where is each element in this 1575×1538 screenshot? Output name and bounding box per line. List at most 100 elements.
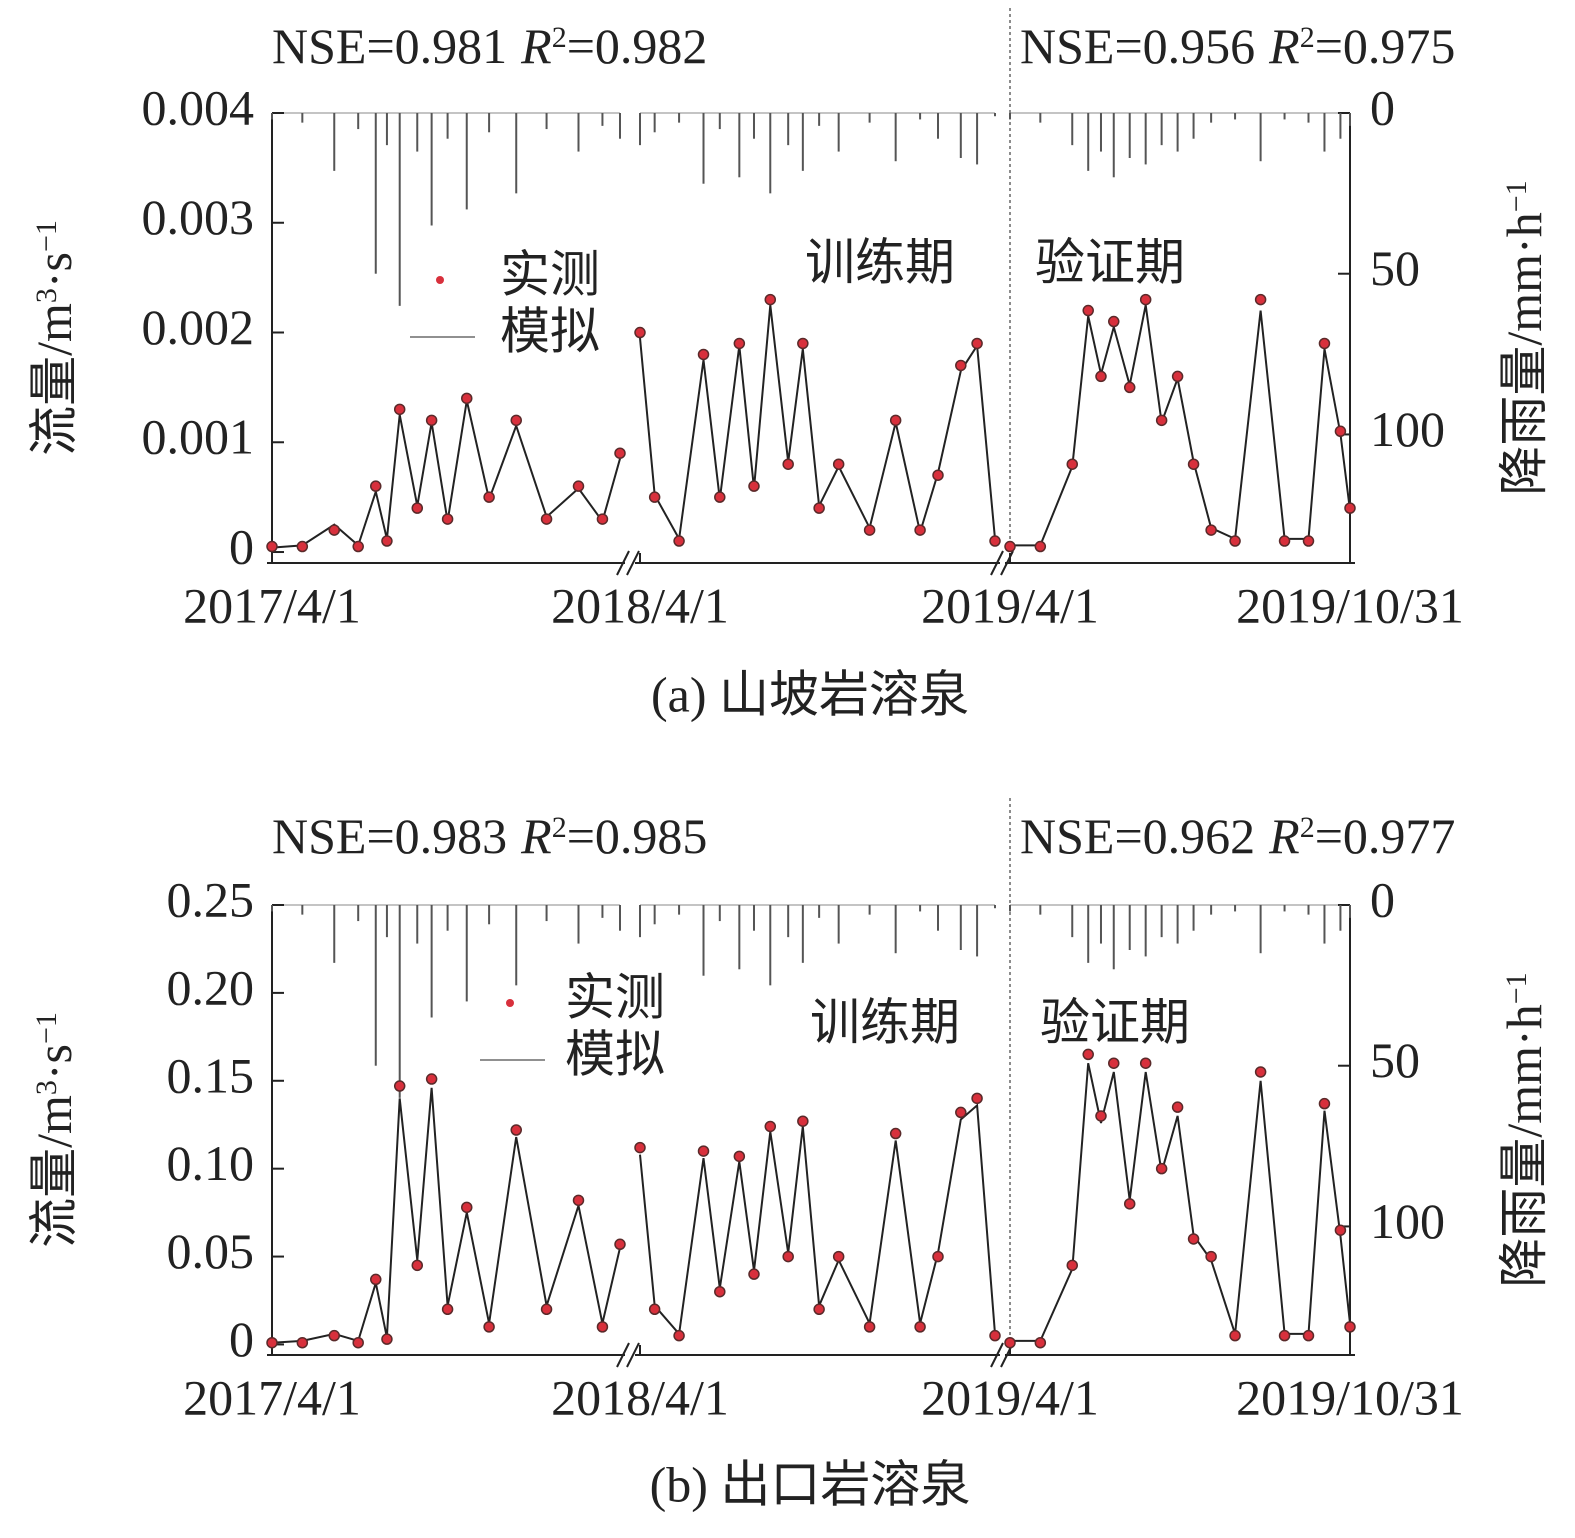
simulated-line	[271, 1087, 621, 1344]
r-symbol: R	[1268, 808, 1300, 864]
rain-bar	[959, 905, 962, 950]
x-tick-label: 2017/4/1	[183, 577, 361, 633]
observed-point	[461, 1201, 473, 1214]
observed-point	[381, 535, 393, 547]
r2: =0.977	[1315, 808, 1456, 864]
rain-bar	[1071, 113, 1074, 146]
rain-bar	[1176, 113, 1179, 152]
rain-bar	[752, 113, 755, 139]
observed-point	[797, 337, 809, 350]
observed-point	[370, 480, 382, 492]
rain-bar	[601, 113, 604, 126]
axis-break	[626, 550, 640, 576]
rain-bar	[818, 113, 821, 126]
observed-point	[1004, 540, 1016, 553]
observed-point	[1254, 293, 1267, 306]
rain-bar	[868, 905, 871, 915]
rain-bar	[937, 113, 940, 139]
legend-marker	[506, 999, 514, 1007]
rain-bar	[601, 905, 604, 918]
legend-marker	[436, 276, 444, 284]
rain-bar	[1087, 905, 1090, 963]
x-tick-label: 2018/4/1	[551, 577, 729, 633]
x-tick-label: 2019/4/1	[921, 1369, 1099, 1425]
observed-point	[572, 1194, 585, 1207]
y-axis-title-part: −1	[30, 1012, 63, 1044]
rain-bar	[430, 113, 433, 226]
legend-label: 模拟	[565, 1026, 665, 1082]
r-sup: 2	[1300, 21, 1315, 54]
observed-point	[863, 1321, 876, 1333]
y-axis-title: 流量/m3·s−1	[26, 220, 82, 456]
r-sup: 2	[552, 21, 567, 54]
observed-point	[540, 1303, 553, 1316]
rain-bar	[385, 905, 388, 938]
observed-point	[697, 348, 710, 361]
observed-point	[748, 1268, 760, 1280]
period-label: 训练期	[805, 234, 955, 290]
observed-point	[1034, 540, 1047, 553]
rain-bar	[894, 113, 897, 162]
rain-bar	[1339, 113, 1342, 139]
rain-bar	[769, 905, 772, 986]
rain-bar	[639, 905, 641, 938]
rain-bar	[1128, 113, 1131, 158]
observed-point	[673, 535, 685, 547]
y2-tick-label: 50	[1370, 240, 1420, 296]
stats-label: NSE=0.962 R2=0.977	[1020, 808, 1455, 864]
rain-bar	[1112, 905, 1115, 970]
x-tick-label: 2019/4/1	[921, 577, 1099, 633]
observed-point	[1302, 535, 1315, 547]
observed-point	[510, 414, 522, 427]
observed-point	[1123, 1198, 1136, 1210]
observed-point	[889, 414, 902, 427]
r-symbol: R	[520, 808, 552, 864]
observed-point	[596, 1321, 609, 1333]
observed-point	[971, 337, 983, 350]
y2-tick-label: 100	[1370, 401, 1445, 457]
observed-point	[296, 540, 309, 553]
rain-bar	[769, 113, 772, 194]
period-label: 训练期	[810, 994, 960, 1050]
rain-bar	[752, 905, 755, 931]
observed-point	[1139, 293, 1152, 306]
rain-bar	[1144, 905, 1147, 957]
rain-bar	[1339, 905, 1342, 931]
y-axis-title-part: 流量/m	[26, 303, 82, 456]
rain-bar	[894, 905, 897, 954]
rain-bar	[385, 113, 388, 146]
rain-bar	[639, 113, 641, 146]
rain-bar	[1144, 113, 1147, 165]
rain-bar	[718, 905, 721, 922]
y-axis-title-part: −1	[30, 220, 63, 252]
observed-point	[914, 1321, 926, 1333]
observed-point	[1205, 1250, 1217, 1263]
rain-bar	[515, 905, 518, 986]
x-tick-label: 2019/10/31	[1236, 577, 1464, 633]
observed-point	[411, 1259, 424, 1272]
rain-bar	[678, 905, 681, 915]
rain-bar	[1039, 905, 1042, 915]
observed-point	[813, 502, 825, 514]
rain-bar	[976, 113, 979, 165]
rain-bar	[333, 905, 336, 963]
rain-bar	[1349, 905, 1351, 918]
y-tick-label: 0.002	[142, 299, 255, 355]
observed-point	[1171, 1101, 1184, 1113]
observed-point	[1171, 370, 1184, 383]
rain-bar	[1283, 905, 1286, 912]
rain-bar	[333, 113, 336, 171]
rain-bar	[1009, 113, 1011, 120]
observed-point	[1229, 535, 1241, 547]
r-sup: 2	[1300, 811, 1315, 844]
rain-bar	[1039, 113, 1042, 123]
observed-point	[1082, 1048, 1094, 1061]
y-tick-label: 0.001	[142, 409, 255, 465]
observed-point	[1318, 1097, 1331, 1110]
observed-point	[266, 540, 278, 553]
observed-point	[425, 1073, 438, 1085]
observed-point	[648, 491, 661, 503]
rain-bar	[1160, 113, 1163, 146]
axis-break	[990, 1342, 1004, 1368]
rain-bar	[301, 113, 304, 123]
